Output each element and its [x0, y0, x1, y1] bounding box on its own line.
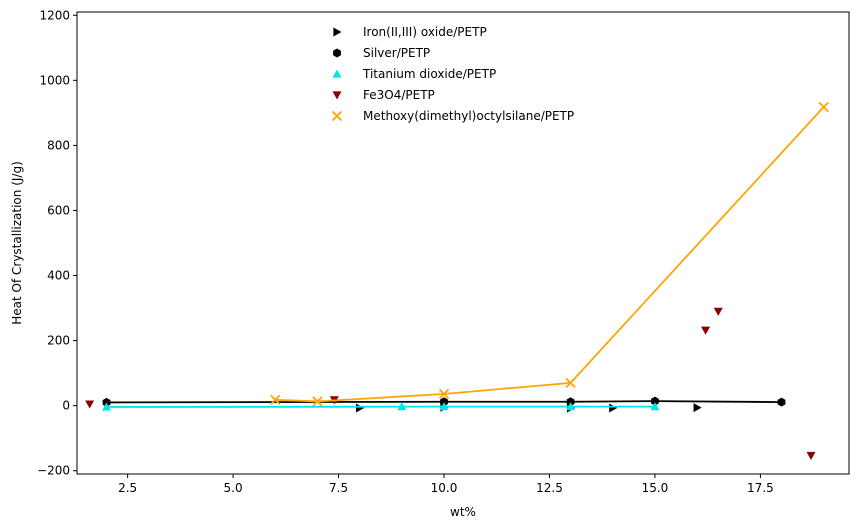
data-point [777, 397, 786, 407]
legend-item: Silver/PETP [333, 46, 430, 60]
x-axis-label: wt% [450, 505, 476, 519]
y-tick-label: 1000 [39, 73, 70, 87]
data-point [270, 394, 281, 405]
legend-label: Iron(II,III) oxide/PETP [363, 25, 487, 39]
legend-marker [333, 48, 341, 58]
series-methoxy-dimethyl-octylsilane-petp [270, 101, 829, 407]
series-line [275, 106, 825, 403]
y-tick-label: −200 [37, 464, 70, 478]
data-point [693, 403, 702, 413]
legend-item: Titanium dioxide/PETP [332, 67, 496, 81]
y-tick-label: 600 [47, 203, 70, 217]
x-tick-label: 10.0 [431, 481, 458, 495]
data-point [438, 388, 450, 400]
data-point [102, 402, 112, 411]
legend-marker [333, 27, 342, 37]
y-tick-label: 0 [62, 399, 70, 413]
x-tick-label: 12.5 [536, 481, 563, 495]
series-fe3o4-petp [85, 307, 816, 460]
data-point [566, 397, 575, 407]
data-point [356, 403, 365, 413]
legend-item: Fe3O4/PETP [332, 88, 435, 102]
series-titanium-dioxide-petp [102, 402, 660, 411]
data-point [566, 402, 576, 411]
y-tick-label: 400 [47, 269, 70, 283]
data-point [565, 377, 576, 389]
x-tick-label: 15.0 [642, 481, 669, 495]
legend: Iron(II,III) oxide/PETP Silver/PETP Titani… [331, 25, 574, 123]
x-tick-label: 2.5 [118, 481, 137, 495]
data-point [650, 402, 660, 411]
data-point [651, 396, 659, 406]
data-point [397, 402, 407, 411]
series-iron-ii-iii-oxide-petp [356, 402, 702, 413]
legend-item: Methoxy(dimethyl)octylsilane/PETP [331, 109, 574, 123]
y-tick-label: 200 [47, 334, 70, 348]
data-point [818, 101, 829, 113]
y-tick-label: 800 [47, 138, 70, 152]
data-point [609, 403, 618, 413]
legend-marker [332, 69, 342, 78]
data-point [440, 397, 448, 407]
axes-frame [76, 11, 850, 475]
legend-marker [332, 91, 342, 100]
plot-area [85, 101, 829, 460]
legend-label: Fe3O4/PETP [363, 88, 435, 102]
data-point [713, 307, 723, 316]
y-axis-label: Heat Of Crystallization (J/g) [10, 161, 24, 325]
data-point [701, 326, 711, 335]
data-point [85, 400, 95, 409]
y-tick-label: 1200 [39, 8, 70, 22]
legend-label: Titanium dioxide/PETP [362, 67, 496, 81]
x-tick-label: 17.5 [747, 481, 774, 495]
x-tick-label: 7.5 [329, 481, 348, 495]
x-axis-ticks: 2.5 5.0 7.5 10.0 12.5 15.0 17.5 [118, 474, 774, 495]
data-point [102, 397, 111, 407]
legend-item: Iron(II,III) oxide/PETP [333, 25, 487, 39]
data-point [439, 402, 449, 411]
data-point [312, 396, 323, 407]
y-axis-ticks: −200 0 200 400 600 800 1000 1200 [37, 8, 77, 478]
legend-marker [331, 110, 343, 122]
x-tick-label: 5.0 [224, 481, 243, 495]
series-silver-petp [102, 396, 786, 407]
legend-label: Methoxy(dimethyl)octylsilane/PETP [363, 109, 574, 123]
legend-label: Silver/PETP [363, 46, 430, 60]
data-point [806, 451, 816, 460]
